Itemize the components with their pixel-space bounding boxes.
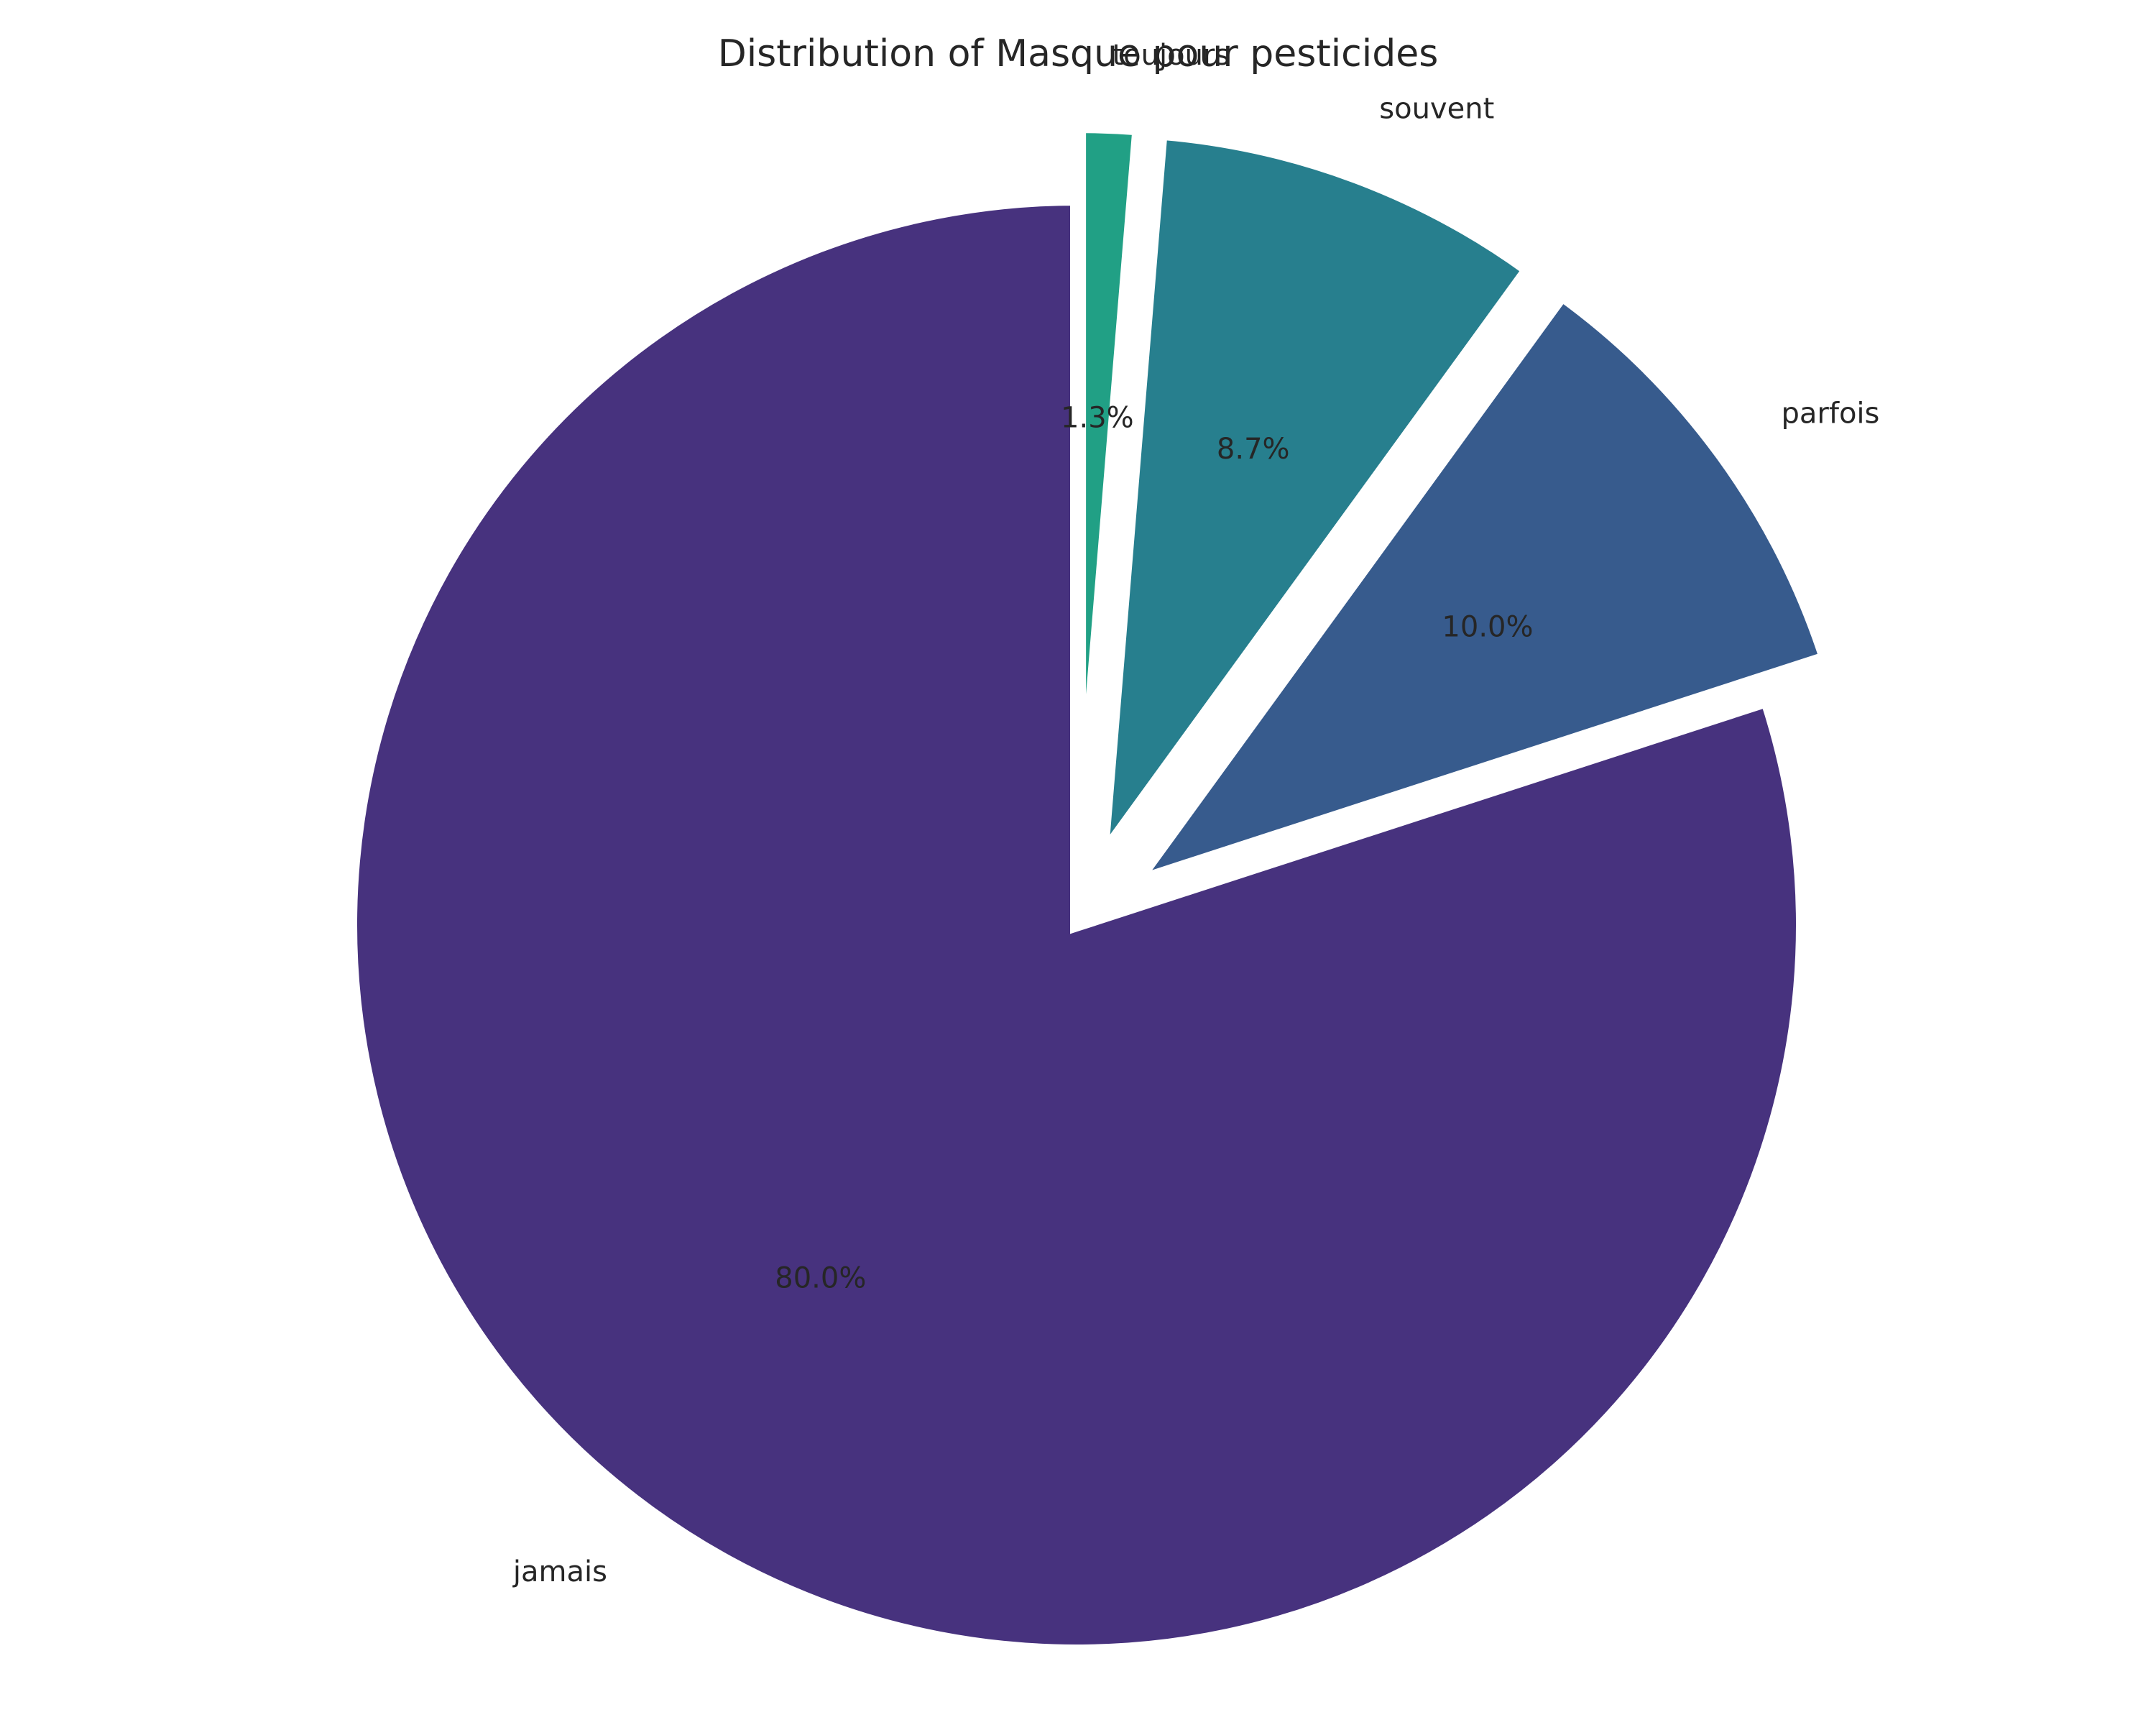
pie-slices [344, 120, 1834, 1657]
slice-label-jamais: jamais [512, 1555, 607, 1588]
slice-percent-souvent: 8.7% [1217, 433, 1290, 466]
slice-percent-jamais: 80.0% [775, 1261, 866, 1294]
pie-slice-jamais [344, 192, 1810, 1657]
slice-percent-toujours: 1.3% [1061, 402, 1134, 435]
chart-title: Distribution of Masque pour pesticides [718, 32, 1439, 75]
pie-slice-parfois [1118, 285, 1834, 895]
slice-percent-parfois: 10.0% [1442, 610, 1533, 643]
pie-slice-souvent [1093, 126, 1538, 880]
slice-label-parfois: parfois [1782, 397, 1880, 431]
slice-label-toujours: toujours [1112, 39, 1230, 72]
pie-slice-toujours [1073, 120, 1146, 853]
slice-label-souvent: souvent [1379, 93, 1494, 126]
pie-labels: toujours 1.3% souvent 8.7% parfois 10.0% jamai… [512, 39, 1879, 1588]
